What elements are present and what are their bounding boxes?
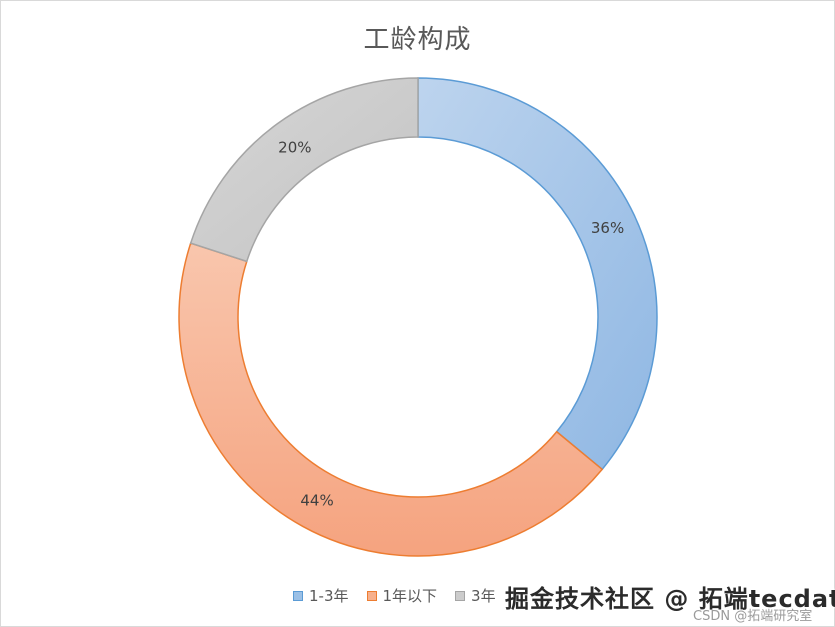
- chart-title: 工龄构成: [363, 25, 472, 55]
- legend: 1-3年 1年以下 3年: [293, 585, 496, 606]
- legend-item-1-3: 1-3年: [293, 585, 349, 606]
- data-label: 20%: [278, 139, 311, 157]
- legend-swatch-gray: [455, 590, 466, 601]
- legend-item-under-1: 1年以下: [366, 585, 438, 606]
- legend-item-3-plus: 3年: [455, 585, 496, 606]
- data-label: 36%: [591, 219, 624, 237]
- legend-swatch-orange: [366, 590, 377, 601]
- legend-label-1-3: 1-3年: [309, 587, 349, 605]
- watermark-subtext: CSDN @拓端研究室: [693, 609, 813, 624]
- legend-label-under-1: 1年以下: [382, 587, 438, 605]
- legend-swatch-blue: [293, 590, 303, 601]
- slice-under-1-year: [178, 242, 604, 557]
- legend-label-3-plus: 3年: [471, 587, 496, 605]
- slice-3-plus-years: [189, 77, 419, 263]
- slice-1-3-years: [417, 77, 658, 471]
- data-label: 44%: [300, 492, 333, 510]
- watermark-text: 掘金技术社区 @ 拓端tecdat: [505, 585, 835, 613]
